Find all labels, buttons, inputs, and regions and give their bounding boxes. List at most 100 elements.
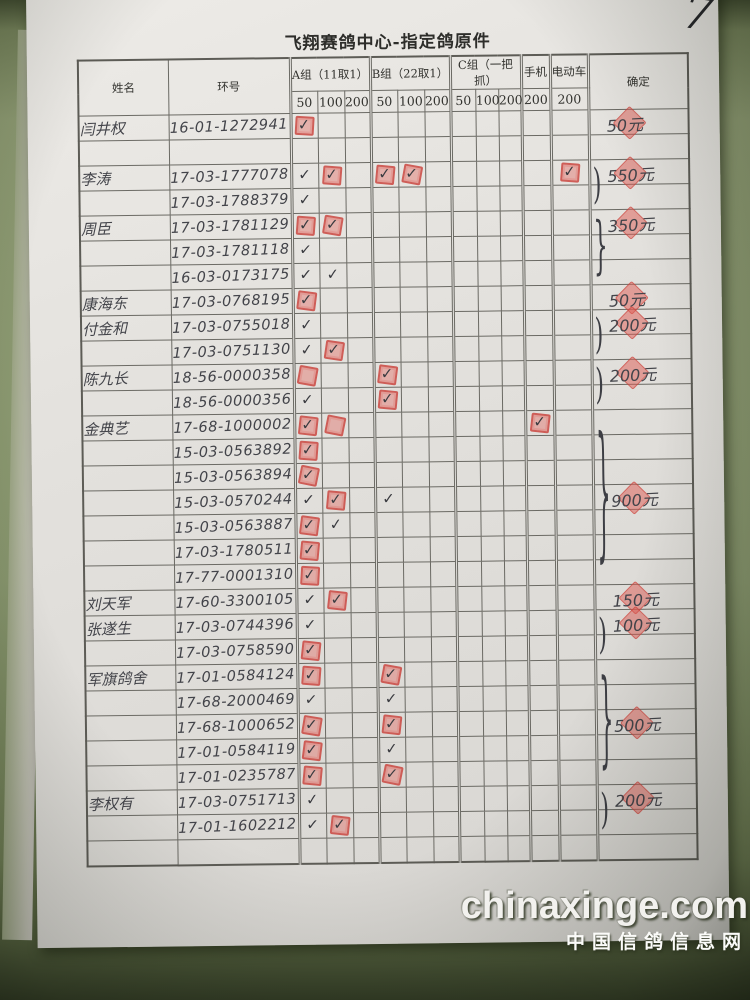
mark-cell-c50	[453, 336, 479, 362]
handwritten-ring-number: 17-68-1000002	[172, 416, 292, 438]
col-subheader-0-100: 100	[317, 90, 345, 114]
mark-cell-b200	[426, 311, 454, 337]
ring-cell: 17-01-0584119	[176, 738, 299, 765]
col-subheader-2-100: 100	[475, 88, 500, 112]
mark-cell-c100	[481, 585, 505, 612]
mark-cell-b100	[402, 536, 430, 563]
mark-cell-ev	[551, 184, 590, 211]
handwritten-brace: )	[594, 311, 604, 360]
mark-cell-a200	[348, 412, 375, 438]
mark-cell-c50	[456, 611, 482, 637]
check-mark-icon: ✓	[299, 265, 313, 284]
mark-cell-c50	[456, 636, 483, 662]
mark-cell-b100	[402, 561, 431, 588]
mark-cell-a50: ✓	[297, 688, 325, 714]
handwritten-name: 金典艺	[83, 418, 129, 439]
name-cell	[80, 264, 171, 292]
handwritten-ring-number: 17-03-0751130	[171, 341, 291, 363]
mark-cell-c50	[455, 561, 482, 587]
mark-cell-phone	[524, 335, 554, 361]
handwritten-brace: }	[595, 414, 612, 581]
mark-cell-a50: ✓	[292, 238, 320, 264]
mark-cell-phone	[529, 735, 559, 761]
check-mark-icon: ✓	[384, 664, 398, 683]
mark-cell-b200	[431, 686, 458, 712]
mark-cell-b50	[372, 262, 400, 288]
check-mark-icon: ✓	[325, 215, 339, 234]
check-mark-icon: ✓	[328, 489, 342, 509]
mark-cell-a200	[347, 387, 375, 413]
ring-cell: 17-03-1777078	[169, 163, 292, 190]
mark-cell-phone	[527, 635, 558, 661]
mark-cell-a200	[346, 287, 373, 313]
name-cell	[84, 639, 176, 667]
mark-cell-ev	[553, 334, 592, 361]
mark-cell-b100	[399, 311, 428, 338]
name-cell: 军旗鸽舍	[85, 664, 176, 692]
handwritten-ring-number: 17-03-0744396	[174, 616, 294, 637]
mark-cell-b50: ✓	[373, 362, 401, 388]
mark-cell-a100: ✓	[322, 487, 350, 514]
ring-cell: 17-03-1781118	[170, 238, 293, 265]
mark-cell-a50: ✓	[298, 763, 326, 789]
mark-cell-c200	[504, 635, 529, 661]
mark-cell-b100	[404, 686, 432, 713]
mark-cell-a100	[318, 187, 346, 214]
mark-cell-c100	[483, 760, 507, 787]
check-mark-icon: ✓	[304, 690, 318, 709]
name-cell	[87, 814, 178, 842]
ring-cell: 17-01-0235787	[176, 763, 299, 790]
mark-cell-phone	[527, 585, 557, 611]
name-cell: 张遂生	[84, 614, 175, 642]
mark-cell-ev	[555, 534, 594, 561]
mark-cell-c100	[476, 210, 500, 237]
mark-cell-c100	[475, 135, 500, 162]
watermark: chinaxinge.com 中国信鸽信息网	[461, 887, 748, 954]
mark-cell-c100	[482, 710, 507, 737]
mark-cell-a50: ✓	[290, 113, 318, 139]
mark-cell-a100	[317, 112, 345, 139]
mark-cell-a50: ✓	[293, 338, 321, 364]
handwritten-brace: }	[593, 212, 609, 284]
mark-cell-c50	[456, 586, 482, 612]
mark-cell-c100	[480, 560, 505, 587]
mark-cell-b50	[374, 412, 402, 438]
check-mark-icon: ✓	[302, 490, 316, 509]
mark-cell-b50	[373, 337, 401, 363]
mark-cell-b200	[433, 811, 460, 837]
mark-cell-b100	[400, 386, 429, 413]
watermark-site-name: 中国信鸽信息网	[565, 932, 748, 953]
mark-cell-c100	[476, 185, 500, 212]
handwritten-ring-number: 15-03-0563894	[173, 466, 293, 488]
mark-cell-c200	[505, 710, 530, 736]
check-mark-icon: ✓	[302, 565, 317, 585]
confirm-cell: }	[595, 658, 696, 782]
check-mark-icon: ✓	[303, 665, 318, 684]
mark-cell-a100	[324, 712, 353, 739]
mark-cell-b100	[405, 761, 433, 788]
mark-cell-b200	[429, 486, 456, 512]
mark-cell-b50	[372, 312, 401, 338]
name-cell: 周臣	[79, 214, 171, 242]
ring-cell: 18-56-0000356	[171, 388, 295, 415]
col-header-group-3: 手机	[520, 54, 551, 89]
mark-cell-b100	[398, 236, 427, 263]
mark-cell-c50	[455, 486, 481, 512]
mark-cell-c100	[481, 610, 505, 637]
ring-cell: 15-03-0563892	[172, 438, 295, 465]
check-mark-icon: ✓	[298, 190, 312, 209]
check-mark-icon: ✓	[302, 515, 316, 534]
mark-cell-a200	[353, 812, 380, 838]
ring-cell: 17-03-0758590	[174, 638, 298, 665]
mark-cell-a200	[346, 237, 373, 263]
mark-cell-ev	[551, 234, 591, 261]
mark-cell-a200	[349, 537, 376, 563]
mark-cell-phone	[525, 435, 555, 461]
mark-cell-c50	[458, 786, 485, 812]
ring-cell: 17-03-0751130	[171, 338, 294, 365]
mark-cell-ev	[557, 659, 596, 686]
ring-cell: 15-03-0570244	[173, 488, 296, 515]
name-cell: 陈九长	[81, 364, 172, 392]
mark-cell-ev	[553, 359, 592, 386]
ring-cell: 17-03-0768195	[170, 288, 293, 315]
